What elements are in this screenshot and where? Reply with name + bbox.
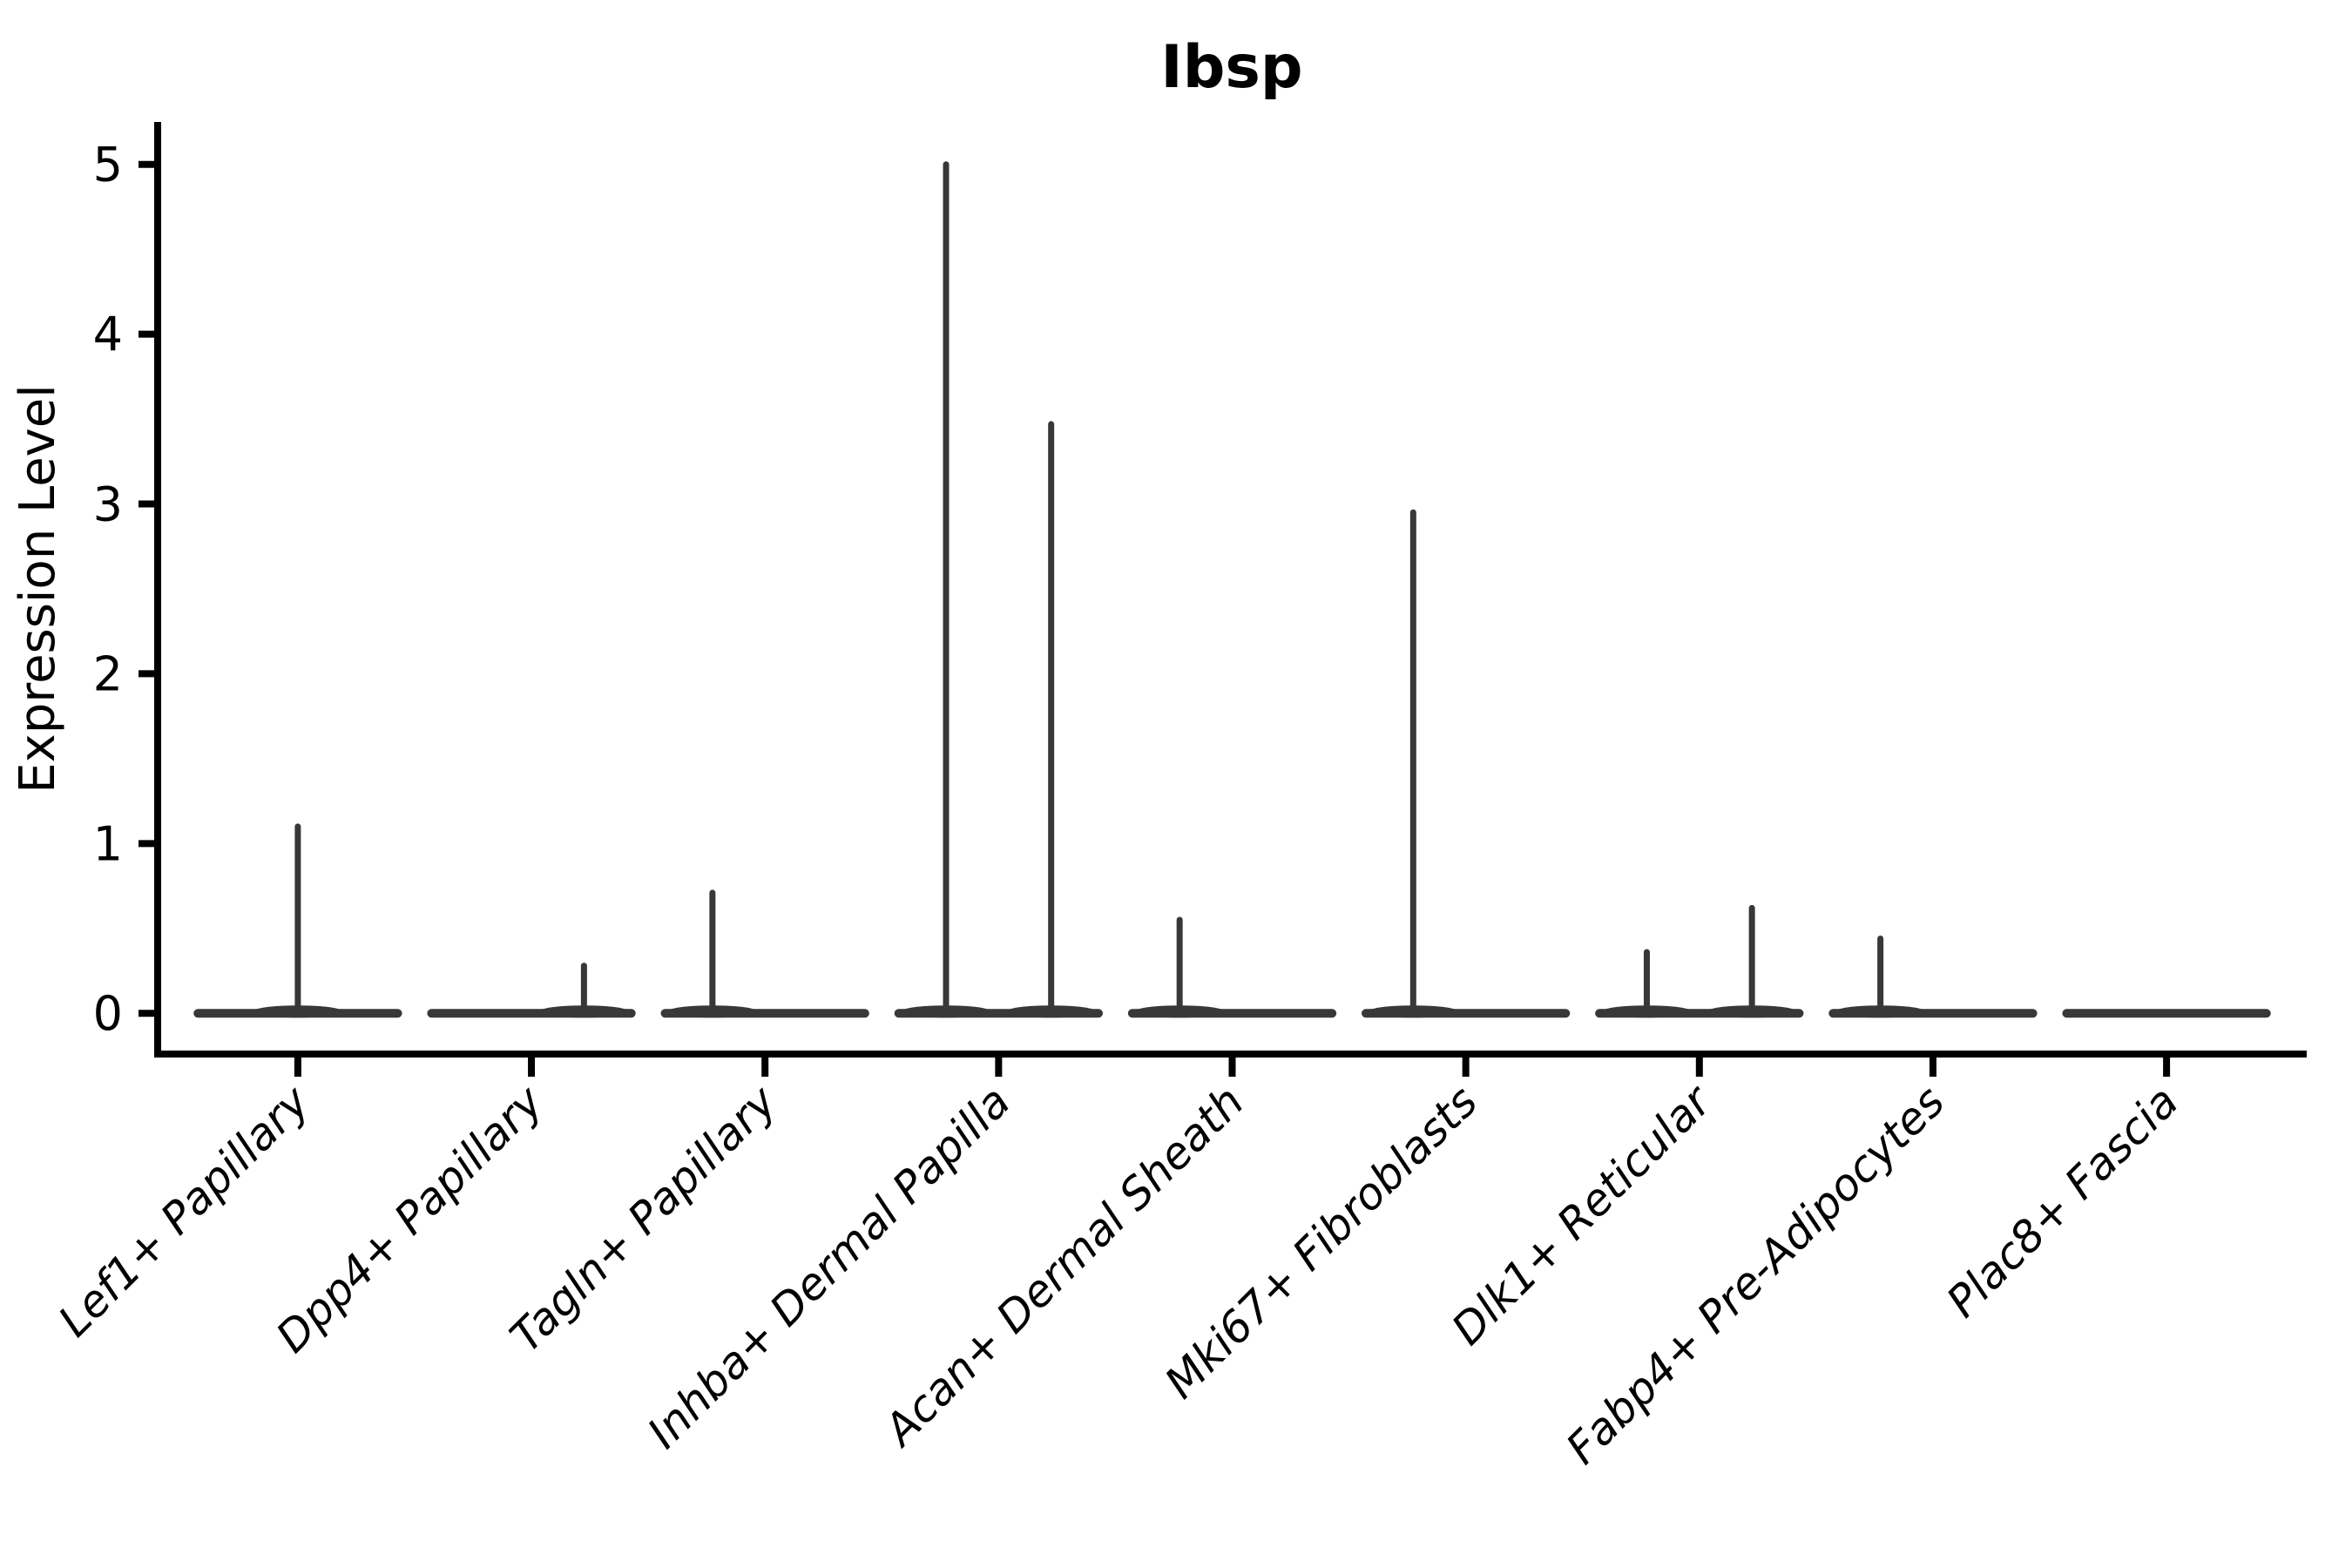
violin <box>1828 935 2038 1018</box>
y-tick-label: 3 <box>93 477 123 532</box>
y-tick-label: 4 <box>93 308 123 362</box>
violin <box>427 963 636 1018</box>
axes: 0 1 2 3 4 5 <box>93 122 2307 1077</box>
violins <box>193 161 2271 1018</box>
x-tick-label: Fabp4+ Pre-Adipocytes <box>1557 1076 1955 1474</box>
violin <box>894 161 1104 1018</box>
violin <box>1361 509 1571 1018</box>
violin <box>193 823 402 1018</box>
violin <box>660 889 869 1018</box>
y-axis-label: Expression Level <box>10 384 66 794</box>
y-tick-label: 0 <box>93 986 123 1041</box>
x-tick-label: Lef1+ Papillary <box>49 1075 320 1346</box>
x-tick-label: Dlk1+ Reticular <box>1443 1074 1723 1355</box>
y-tick-label: 5 <box>93 138 123 193</box>
x-tick-label: Plac8+ Fascia <box>1937 1076 2188 1327</box>
y-tick-label: 2 <box>93 646 123 701</box>
y-tick-label: 1 <box>93 816 123 871</box>
violin <box>1127 916 1337 1018</box>
plot-title: Ibsp <box>1160 33 1302 102</box>
violin <box>1595 904 1804 1018</box>
